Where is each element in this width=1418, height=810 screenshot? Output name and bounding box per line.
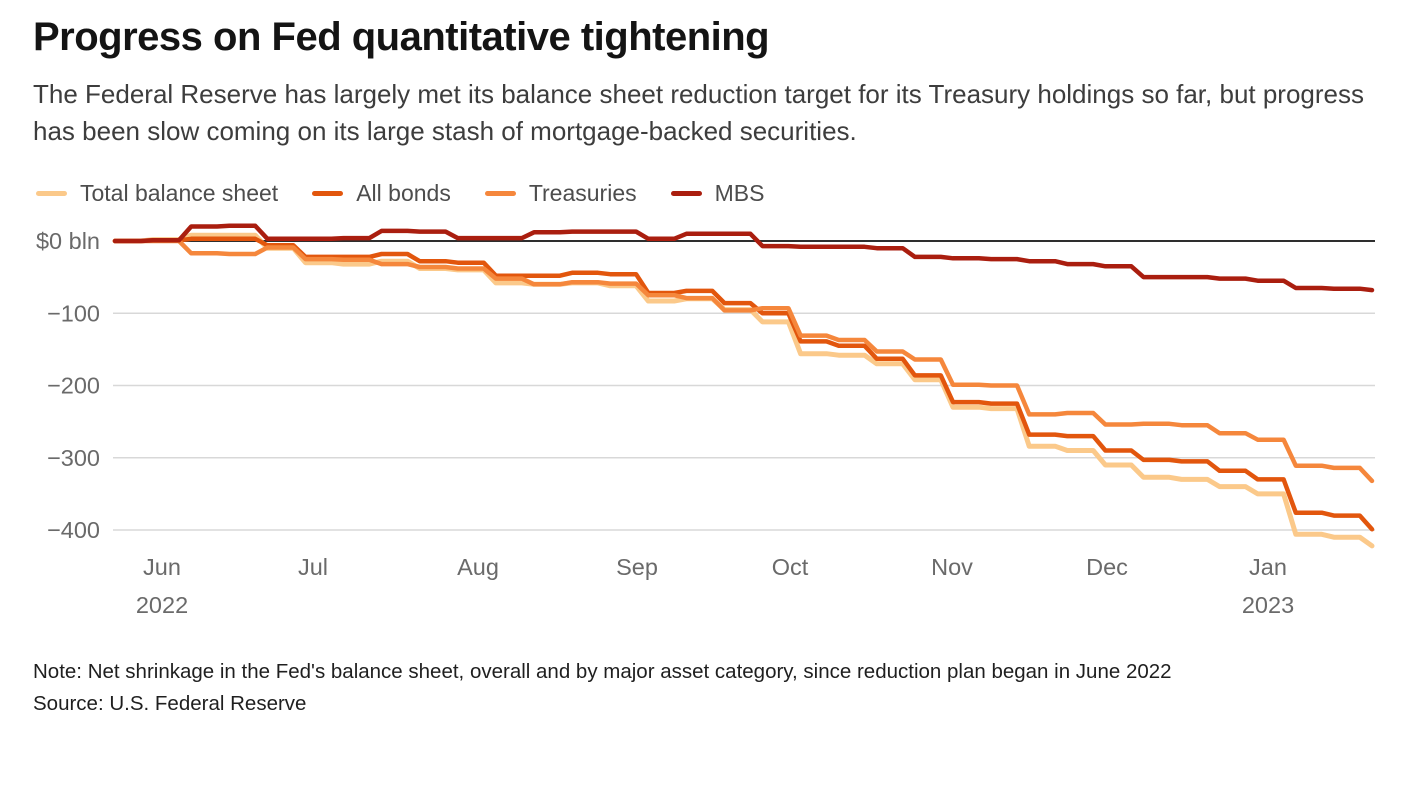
chart-subtitle: The Federal Reserve has largely met its … (33, 79, 1365, 146)
page-title: Progress on Fed quantitative tightening (33, 15, 770, 59)
x-axis-tick-label: Oct (772, 554, 809, 580)
legend-label: Total balance sheet (80, 179, 279, 206)
x-axis-year-label: 2023 (1242, 592, 1294, 618)
chart-legend: Total balance sheet All bonds Treasuries MB… (36, 180, 1418, 207)
x-axis-year-label: 2022 (136, 592, 188, 618)
y-axis-tick-label: −400 (47, 517, 100, 543)
chart-footer: Note: Net shrinkage in the Fed's balance… (33, 656, 1418, 720)
x-axis-tick-label: Aug (457, 554, 499, 580)
series-line-total-balance-sheet (112, 232, 1375, 549)
legend-item-total-balance-sheet[interactable]: Total balance sheet (36, 180, 278, 207)
x-axis-tick-label: Dec (1086, 554, 1128, 580)
x-axis-tick-label: Jan (1249, 554, 1287, 580)
legend-swatch-icon (670, 190, 702, 196)
x-axis-tick-label: Sep (616, 554, 658, 580)
legend-label: All bonds (356, 179, 451, 206)
legend-item-all-bonds[interactable]: All bonds (312, 180, 451, 207)
series-line-treasuries (112, 238, 1375, 483)
legend-swatch-icon (484, 190, 516, 196)
chart-note: Note: Net shrinkage in the Fed's balance… (33, 659, 1172, 683)
chart-header: Progress on Fed quantitative tightening … (0, 0, 1418, 150)
series-line-mbs (112, 223, 1375, 293)
x-axis-tick-label: Nov (931, 554, 973, 580)
legend-swatch-icon (36, 190, 67, 196)
series-line-all-bonds (112, 236, 1375, 532)
legend-label: Treasuries (528, 179, 637, 206)
chart-source: Source: U.S. Federal Reserve (33, 691, 307, 715)
y-axis-tick-label: −300 (47, 445, 100, 471)
chart-area: $0 bln −100 −200 −300 −400 Jun 2022 Jul Aug Sep Oc… (0, 213, 1418, 642)
legend-item-treasuries[interactable]: Treasuries (484, 179, 637, 207)
y-axis-tick-label: −200 (47, 372, 100, 398)
x-axis-tick-label: Jun (143, 554, 181, 580)
legend-item-mbs[interactable]: MBS (670, 179, 765, 207)
y-axis-tick-label: $0 bln (36, 228, 100, 254)
legend-label: MBS (714, 179, 765, 206)
y-axis-tick-label: −100 (47, 300, 100, 326)
legend-swatch-icon (312, 190, 344, 196)
x-axis-tick-label: Jul (298, 554, 328, 580)
chart-svg: $0 bln −100 −200 −300 −400 Jun 2022 Jul Aug Sep Oc… (36, 223, 1375, 618)
